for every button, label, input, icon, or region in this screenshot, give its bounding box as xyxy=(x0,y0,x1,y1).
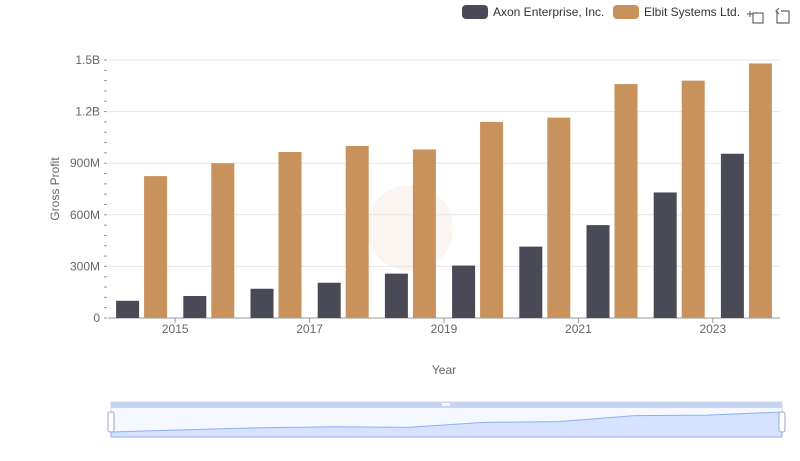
bar-axon xyxy=(452,265,476,318)
y-tick-label: 300M xyxy=(70,259,100,273)
x-tick-label: 2021 xyxy=(565,322,592,336)
legend-swatch xyxy=(462,5,488,19)
bar-elbit xyxy=(211,163,235,318)
bar-axon xyxy=(720,153,744,318)
bar-elbit xyxy=(681,80,705,318)
watermark-logo xyxy=(367,185,453,271)
y-tick-label: 600M xyxy=(70,208,100,222)
x-axis-title: Year xyxy=(432,363,456,377)
bar-elbit xyxy=(412,149,436,318)
grid-lines xyxy=(108,59,780,319)
x-tick-label: 2015 xyxy=(162,322,189,336)
slider-handle-left[interactable] xyxy=(107,411,115,433)
y-tick-label: 900M xyxy=(70,156,100,170)
bar-elbit xyxy=(748,63,772,318)
bar-axon xyxy=(116,300,140,318)
bar-elbit xyxy=(278,152,302,318)
slider-handle-right[interactable] xyxy=(778,411,786,433)
x-tick-label: 2017 xyxy=(296,322,323,336)
bar-elbit xyxy=(345,146,369,318)
zoom-select-icon[interactable] xyxy=(747,11,764,24)
bar-elbit xyxy=(480,121,504,318)
y-tick-label: 0 xyxy=(93,311,100,325)
y-axis: 0 300M 600M 900M 1.2B 1.5B xyxy=(70,53,107,325)
x-tick-label: 2023 xyxy=(699,322,726,336)
bar-elbit xyxy=(547,117,571,319)
zoom-reset-icon[interactable] xyxy=(775,7,790,24)
slider-preview-area xyxy=(110,411,783,438)
bar-elbit xyxy=(614,84,638,318)
bar-elbit xyxy=(144,176,168,318)
y-tick-label: 1.2B xyxy=(75,105,100,119)
bar-axon xyxy=(653,192,677,318)
legend-label: Axon Enterprise, Inc. xyxy=(493,5,604,19)
bar-axon xyxy=(183,295,207,318)
bar-axon xyxy=(586,225,610,318)
legend-swatch xyxy=(613,5,639,19)
bar-axon xyxy=(250,288,274,318)
data-zoom-slider[interactable] xyxy=(107,401,786,438)
bar-axon xyxy=(317,282,341,318)
y-tick-label: 1.5B xyxy=(75,53,100,67)
x-tick-label: 2019 xyxy=(431,322,458,336)
legend: Axon Enterprise, Inc. Elbit Systems Ltd. xyxy=(462,5,740,19)
bar-axon xyxy=(384,273,408,318)
legend-label: Elbit Systems Ltd. xyxy=(644,5,740,19)
y-axis-title: Gross Profit xyxy=(48,157,62,221)
bar-axon xyxy=(519,246,543,318)
bar-series xyxy=(116,63,772,319)
slider-move-handle[interactable] xyxy=(442,403,450,406)
x-axis: 2015 2017 2019 2021 2023 xyxy=(108,317,780,336)
